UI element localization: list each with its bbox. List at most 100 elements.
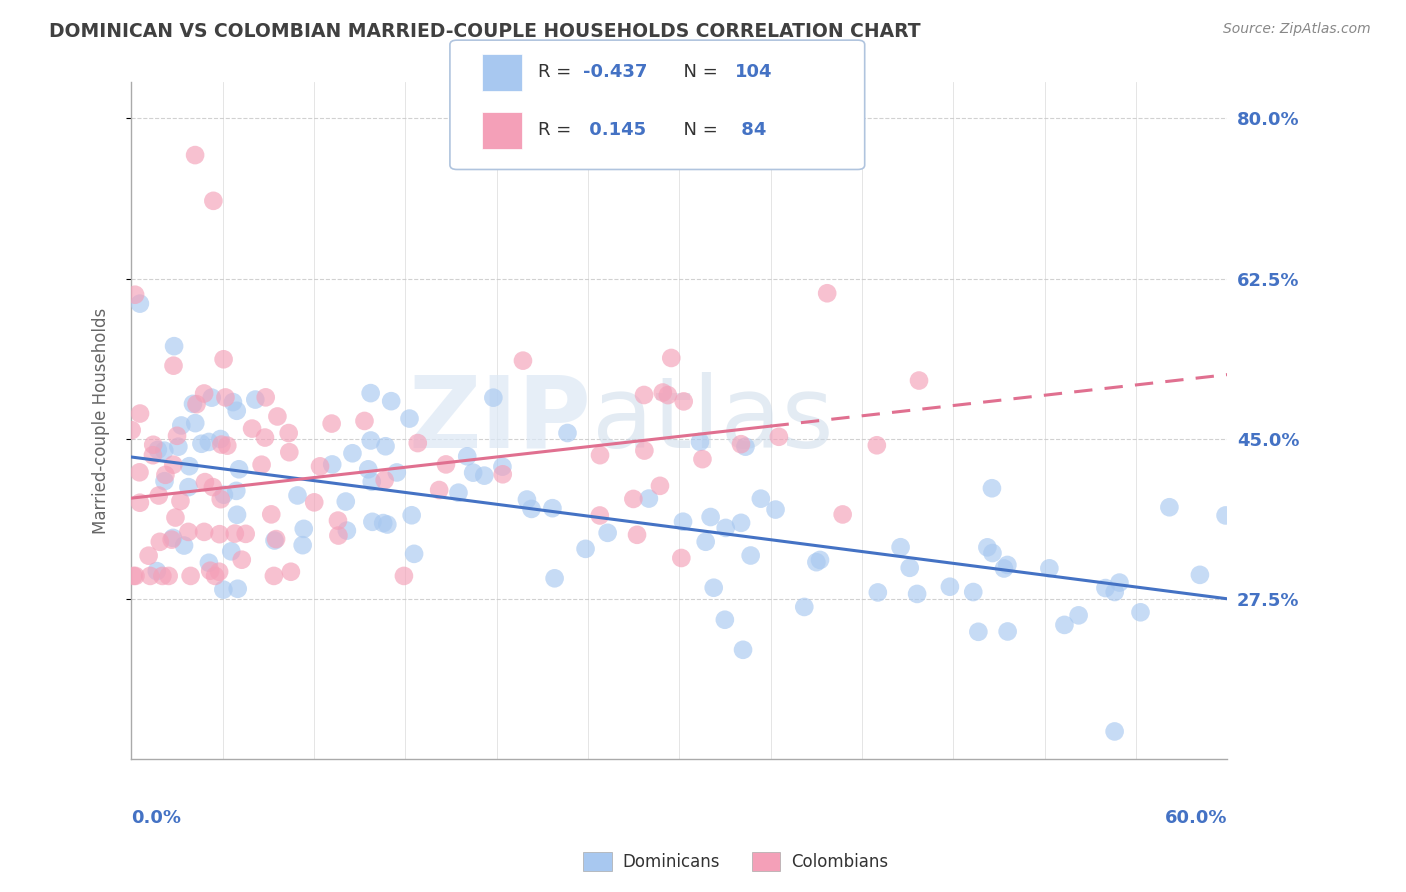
Point (492, 467, 515, 482)
Point (398, 411, 420, 425)
Point (981, 546, 1004, 560)
Point (336, 524, 359, 538)
Point (201, 480, 224, 494)
Point (905, 587, 928, 601)
Point (208, 527, 231, 541)
Point (734, 440, 756, 454)
Point (253, 431, 276, 445)
Point (997, 624, 1019, 639)
Point (170, 418, 193, 433)
Point (689, 434, 711, 449)
Text: N =: N = (672, 63, 724, 81)
Point (749, 491, 772, 506)
Point (671, 551, 693, 566)
Point (342, 446, 364, 460)
Point (219, 544, 242, 558)
Point (626, 528, 648, 542)
Point (374, 473, 396, 487)
Point (222, 395, 245, 409)
Point (177, 524, 200, 539)
Point (648, 479, 671, 493)
Point (714, 613, 737, 627)
Text: N =: N = (672, 121, 724, 139)
Point (898, 561, 921, 575)
Point (321, 458, 343, 472)
Point (890, 540, 912, 554)
Point (491, 459, 513, 474)
Point (142, 438, 165, 452)
Point (193, 524, 215, 539)
Point (401, 508, 423, 523)
Point (165, 510, 187, 524)
Point (633, 388, 655, 402)
Point (121, 423, 143, 437)
Point (1129, 605, 1152, 619)
Text: Dominicans: Dominicans (623, 853, 720, 871)
Point (180, 569, 202, 583)
Point (361, 515, 384, 529)
Point (263, 569, 285, 583)
Point (808, 553, 831, 567)
Text: 0.145: 0.145 (583, 121, 647, 139)
Point (740, 549, 762, 563)
Point (703, 581, 725, 595)
Point (1053, 618, 1076, 632)
Text: 84: 84 (735, 121, 766, 139)
Point (831, 508, 853, 522)
Point (360, 475, 382, 489)
Point (266, 409, 288, 424)
Text: ZIP: ZIP (409, 372, 592, 469)
Point (225, 404, 247, 418)
Point (434, 458, 457, 472)
Point (155, 467, 177, 482)
Point (209, 432, 232, 446)
Point (277, 425, 299, 440)
Point (280, 565, 302, 579)
Point (1159, 500, 1181, 515)
Point (360, 434, 382, 448)
Point (633, 443, 655, 458)
Point (866, 438, 889, 452)
Point (638, 491, 661, 506)
Point (908, 374, 931, 388)
Point (520, 502, 543, 516)
Point (380, 394, 402, 409)
Point (463, 466, 485, 480)
Text: R =: R = (538, 63, 578, 81)
Point (194, 475, 217, 489)
Text: 60.0%: 60.0% (1164, 809, 1227, 827)
Point (375, 517, 398, 532)
Point (198, 434, 221, 449)
Point (128, 496, 150, 510)
Point (385, 466, 408, 480)
Point (806, 555, 828, 569)
Point (202, 194, 225, 208)
Point (714, 521, 737, 535)
Point (278, 445, 301, 459)
Point (657, 388, 679, 402)
Y-axis label: Married-couple Households: Married-couple Households (93, 307, 110, 533)
Point (254, 390, 277, 404)
Point (1104, 724, 1126, 739)
Point (993, 561, 1015, 575)
Point (204, 569, 226, 583)
Point (309, 459, 332, 474)
Point (128, 465, 150, 479)
Point (240, 421, 263, 435)
Point (184, 416, 207, 430)
Text: Source: ZipAtlas.com: Source: ZipAtlas.com (1223, 22, 1371, 37)
Point (672, 394, 695, 409)
Point (516, 492, 538, 507)
Point (260, 508, 283, 522)
Point (264, 532, 287, 546)
Point (209, 437, 232, 451)
Point (124, 569, 146, 583)
Point (730, 437, 752, 451)
Point (672, 515, 695, 529)
Point (1094, 581, 1116, 595)
Point (163, 339, 186, 353)
Point (472, 468, 495, 483)
Point (200, 564, 222, 578)
Point (162, 359, 184, 373)
Point (138, 549, 160, 563)
